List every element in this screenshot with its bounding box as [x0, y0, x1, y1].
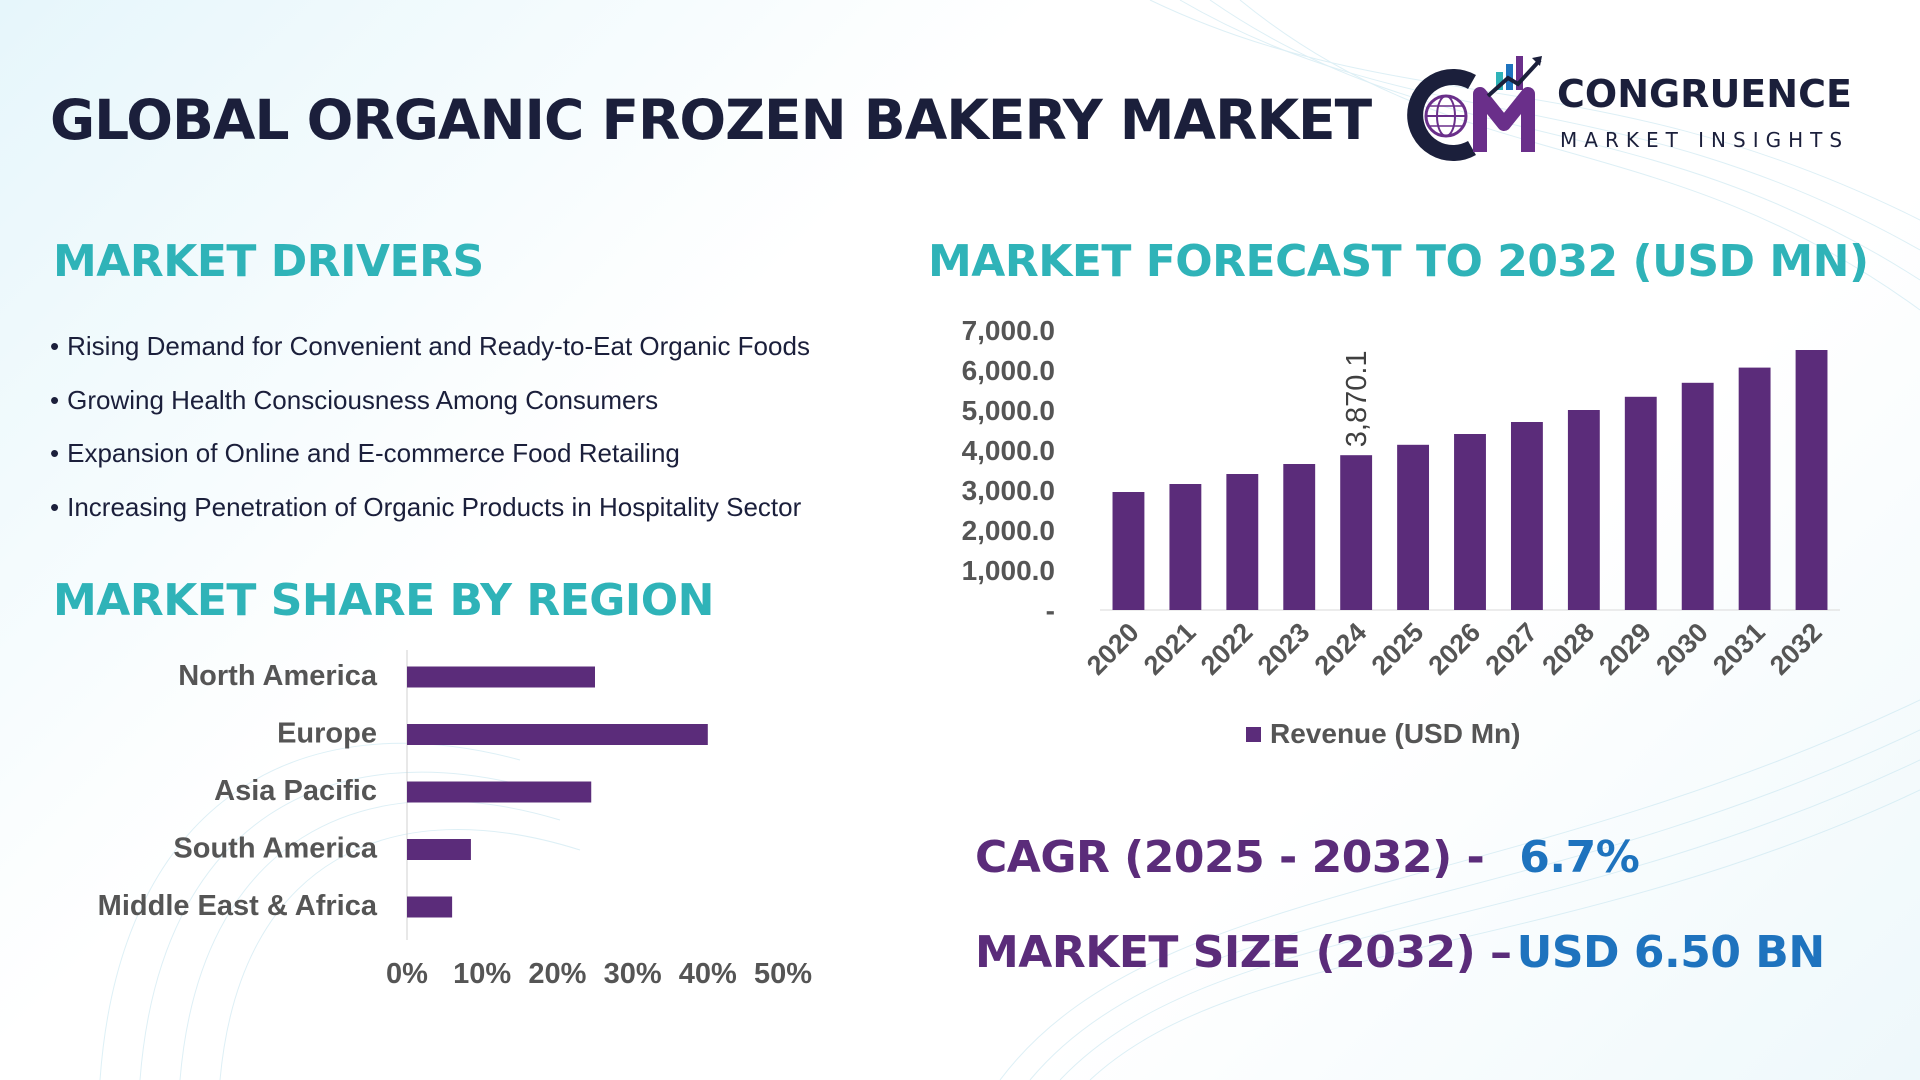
forecast-x-tick: 2026 [1423, 617, 1487, 681]
forecast-bar [1454, 434, 1486, 610]
forecast-y-tick: 7,000.0 [962, 315, 1055, 346]
forecast-y-tick: 1,000.0 [962, 555, 1055, 586]
forecast-x-tick: 2024 [1309, 617, 1373, 681]
forecast-bar [1738, 367, 1771, 610]
forecast-bar [1112, 492, 1145, 610]
market-size-value: USD 6.50 BN [1516, 927, 1826, 978]
forecast-x-tick: 2021 [1138, 617, 1202, 681]
region-heading: MARKET SHARE BY REGION [53, 575, 715, 626]
forecast-x-tick: 2022 [1195, 617, 1259, 681]
forecast-y-tick: 6,000.0 [962, 355, 1055, 386]
market-size-label: MARKET SIZE (2032) – [975, 927, 1512, 978]
region-label: North America [178, 660, 378, 692]
region-bar [407, 666, 595, 688]
cm-globe-chart-logo-icon [1407, 56, 1542, 161]
driver-item: Growing Health Consciousness Among Consu… [50, 384, 810, 438]
forecast-x-tick: 2028 [1536, 617, 1600, 681]
driver-item: Rising Demand for Convenient and Ready-t… [50, 330, 810, 384]
driver-item: Increasing Penetration of Organic Produc… [50, 491, 810, 545]
forecast-bar [1169, 484, 1202, 610]
forecast-y-tick: - [1046, 595, 1055, 626]
region-label: Middle East & Africa [98, 890, 378, 922]
region-label: Asia Pacific [214, 775, 377, 807]
company-logo: CONGRUENCE MARKET INSIGHTS [1400, 52, 1880, 162]
cagr-value: 6.7% [1519, 832, 1640, 883]
region-x-tick: 20% [528, 958, 586, 990]
region-bar [407, 896, 453, 918]
region-bar [407, 781, 592, 803]
page-title: GLOBAL ORGANIC FROZEN BAKERY MARKET [50, 88, 1372, 152]
forecast-x-tick: 2023 [1252, 617, 1316, 681]
market-size-kpi: MARKET SIZE (2032) – USD 6.50 BN [975, 927, 1825, 978]
forecast-x-tick: 2032 [1764, 617, 1828, 681]
forecast-x-tick: 2027 [1479, 617, 1543, 681]
logo-brand: CONGRUENCE [1557, 72, 1852, 116]
forecast-y-tick: 3,000.0 [962, 475, 1055, 506]
drivers-list: Rising Demand for Convenient and Ready-t… [50, 330, 810, 544]
forecast-x-tick: 2020 [1081, 617, 1145, 681]
forecast-data-label: 3,870.1 [1341, 350, 1373, 447]
legend-swatch [1246, 727, 1261, 742]
drivers-heading: MARKET DRIVERS [53, 236, 484, 287]
region-bar [407, 839, 471, 860]
forecast-x-tick: 2030 [1650, 617, 1714, 681]
region-x-tick: 30% [604, 958, 662, 990]
forecast-bar [1340, 455, 1373, 610]
region-x-tick: 50% [754, 958, 812, 990]
region-label: South America [173, 833, 377, 865]
forecast-heading: MARKET FORECAST TO 2032 (USD MN) [928, 236, 1869, 287]
forecast-x-tick: 2025 [1366, 617, 1430, 681]
forecast-y-tick: 2,000.0 [962, 515, 1055, 546]
forecast-bar [1681, 382, 1714, 610]
forecast-bar [1567, 410, 1600, 610]
forecast-bar [1795, 350, 1828, 610]
legend-label: Revenue (USD Mn) [1270, 718, 1520, 749]
cagr-kpi: CAGR (2025 - 2032) - 6.7% [975, 832, 1640, 883]
forecast-bar [1397, 444, 1430, 610]
forecast-bar [1283, 464, 1316, 610]
forecast-x-tick: 2031 [1707, 617, 1771, 681]
region-x-tick: 10% [453, 958, 511, 990]
region-bar [407, 724, 708, 745]
region-label: Europe [277, 718, 377, 750]
forecast-bar [1226, 474, 1259, 610]
region-share-chart: North America Europe Asia Pacific South Ame… [98, 650, 812, 990]
cagr-label: CAGR (2025 - 2032) - [975, 832, 1485, 883]
region-x-tick: 0% [386, 958, 428, 990]
driver-item: Expansion of Online and E-commerce Food … [50, 437, 810, 491]
forecast-bar [1624, 396, 1657, 610]
region-x-tick: 40% [679, 958, 737, 990]
forecast-y-tick: 4,000.0 [962, 435, 1055, 466]
logo-tagline: MARKET INSIGHTS [1560, 128, 1850, 152]
forecast-bar [1510, 422, 1543, 610]
forecast-y-tick: 5,000.0 [962, 395, 1055, 426]
forecast-x-tick: 2029 [1593, 617, 1657, 681]
forecast-chart: - 1,000.0 2,000.0 3,000.0 4,000.0 5,000.0 6,00… [962, 315, 1840, 749]
